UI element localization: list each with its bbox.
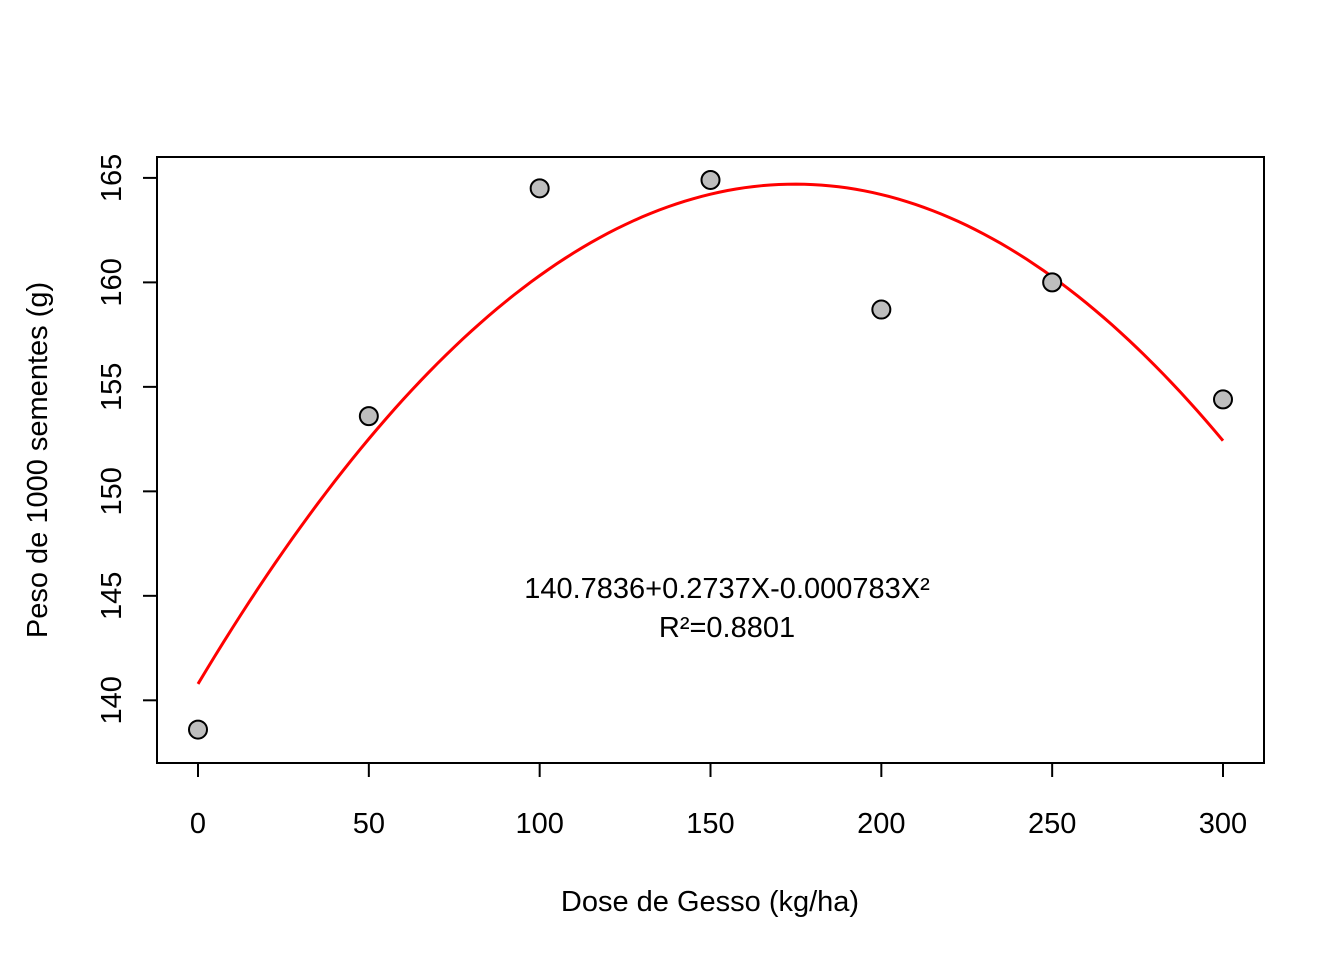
data-point: [700, 169, 721, 190]
y-tick-label: 140: [96, 676, 128, 724]
x-tick-label: 0: [190, 808, 206, 840]
data-point: [188, 719, 208, 740]
equation-annotation: 140.7836+0.2737X-0.000783X²: [524, 573, 930, 605]
y-axis-title: Peso de 1000 sementes (g): [22, 282, 54, 638]
r-squared-annotation: R²=0.8801: [659, 612, 795, 644]
y-tick-label: 160: [96, 258, 128, 306]
x-tick-label: 250: [1028, 808, 1076, 840]
x-tick-label: 100: [515, 808, 563, 840]
data-point: [358, 406, 379, 427]
plot-frame: [156, 156, 1265, 764]
data-points: [188, 169, 1233, 740]
data-point: [1213, 389, 1233, 410]
y-tick-label: 145: [96, 572, 128, 620]
x-axis-title: Dose de Gesso (kg/ha): [561, 886, 859, 918]
x-tick-label: 200: [857, 808, 905, 840]
y-tick-label: 150: [96, 467, 128, 515]
data-point: [871, 299, 892, 320]
y-tick-label: 165: [96, 154, 128, 202]
fitted-curve: [196, 182, 1225, 685]
x-tick-label: 150: [686, 808, 734, 840]
x-axis-ticks: 0 50 100 150 200 250 300: [190, 763, 1247, 840]
y-tick-label: 155: [96, 363, 128, 411]
data-point: [529, 178, 550, 199]
data-point: [1042, 272, 1063, 293]
x-tick-label: 300: [1199, 808, 1247, 840]
y-axis-ticks: 140 145 150 155 160 165: [96, 154, 157, 725]
x-tick-label: 50: [353, 808, 385, 840]
